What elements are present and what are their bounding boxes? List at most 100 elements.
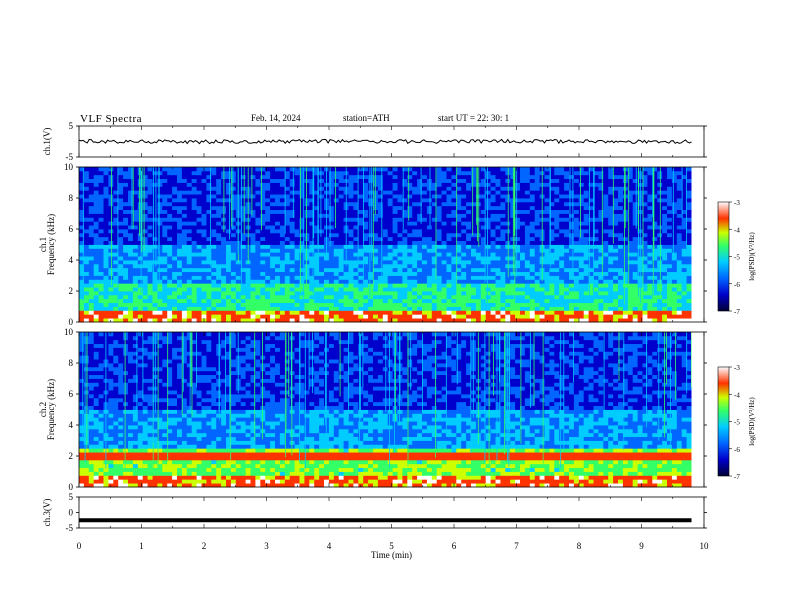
spectrogram-cell [260, 318, 266, 323]
spectrogram-cell [284, 178, 291, 183]
spectrogram-cell [137, 240, 144, 245]
spectrogram-cell [128, 205, 134, 211]
spectrogram-cell [436, 194, 442, 199]
spectrogram-cell [221, 267, 227, 273]
spectrogram-cell [642, 186, 648, 191]
spectrogram-cell [255, 240, 261, 245]
spectrogram-cell [471, 225, 477, 230]
spectrogram-cell [88, 236, 95, 242]
spectrogram-cell [588, 291, 594, 296]
spectrogram-cell [387, 240, 393, 245]
spectrogram-cell [216, 225, 222, 230]
spectrogram-cell [113, 170, 119, 176]
spectrogram-cell [593, 240, 599, 245]
spectrogram-cell [446, 240, 452, 245]
spectrogram-cell [221, 256, 227, 261]
spectrogram-cell [221, 318, 227, 323]
spectrogram-cell [167, 267, 173, 273]
spectrogram-cell [431, 178, 438, 183]
spectrogram-cell [402, 279, 408, 284]
spectrogram-cell [613, 260, 619, 265]
spectrogram-cell [569, 229, 575, 234]
spectrogram-cell [226, 213, 232, 218]
spectrogram-cell [578, 178, 585, 183]
spectrogram-cell [181, 240, 188, 245]
spectrogram-cell [343, 302, 349, 307]
spectrogram-cell [417, 232, 423, 238]
spectrogram-cell [98, 167, 104, 172]
spectrogram-cell [142, 291, 148, 296]
spectrogram-cell [466, 256, 472, 261]
spectrogram-cell [598, 229, 604, 234]
spectrogram-cell [260, 279, 266, 284]
spectrogram-cell [593, 201, 599, 207]
spectrogram-cell [412, 194, 418, 199]
spectrogram-cell [642, 263, 648, 269]
spectrogram-cell [475, 318, 482, 323]
spectrogram-cell [471, 190, 477, 195]
spectrogram-cell [177, 283, 183, 288]
spectrogram-cell [549, 205, 555, 211]
spectrogram-cell [113, 248, 119, 253]
spectrogram-cell [461, 279, 467, 284]
spectrogram-cell [299, 229, 305, 234]
spectrogram-cell [485, 240, 491, 245]
spectrogram-cell [284, 263, 291, 269]
spectrogram-cell [348, 217, 354, 222]
spectrogram-cell [152, 271, 158, 276]
spectrogram-cell [642, 318, 648, 323]
spectrogram-cell [157, 217, 163, 222]
spectrogram-cell [544, 310, 550, 315]
spectrogram-cell [93, 201, 99, 207]
spectrogram-cell [216, 209, 222, 214]
spectrogram-cell [211, 306, 217, 311]
spectrogram-cell [333, 174, 340, 180]
spectrogram-cell [613, 236, 619, 242]
spectrogram-cell [549, 217, 555, 222]
spectrogram-cell [123, 294, 129, 300]
spectrogram-cell [88, 298, 95, 304]
spectrogram-cell [377, 271, 384, 276]
spectrogram-cell [613, 182, 619, 187]
spectrogram-cell [441, 236, 447, 242]
spectrogram-cell [578, 302, 585, 307]
spectrogram-cell [348, 178, 354, 183]
spectrogram-cell [642, 283, 648, 288]
spectrogram-cell [681, 174, 687, 180]
spectrogram-cell [382, 244, 389, 249]
spectrogram-cell [147, 256, 153, 261]
spectrogram-cell [426, 201, 433, 207]
spectrogram-cell [671, 190, 678, 195]
spectrogram-cell [343, 306, 349, 311]
spectrogram-cell [564, 225, 570, 230]
spectrogram-cell [373, 232, 379, 238]
spectrogram-cell [632, 229, 638, 234]
spectrogram-cell [93, 275, 99, 280]
spectrogram-cell [515, 232, 521, 238]
spectrogram-cell [554, 213, 560, 218]
spectrogram-cell [255, 217, 261, 222]
spectrogram-cell [520, 186, 526, 191]
spectrogram-cell [500, 198, 506, 203]
spectrogram-cell [627, 260, 634, 265]
spectrogram-cell [520, 302, 526, 307]
spectrogram-cell [642, 209, 648, 214]
spectrogram-cell [564, 190, 570, 195]
spectrogram-cell [632, 170, 638, 176]
spectrogram-cell [544, 271, 550, 276]
spectrogram-cell [368, 205, 374, 211]
spectrogram-cell [662, 186, 668, 191]
spectrogram-cell [407, 260, 413, 265]
spectrogram-cell [671, 232, 678, 238]
spectrogram-cell [544, 229, 550, 234]
spectrogram-cell [216, 217, 222, 222]
spectrogram-cell [397, 221, 403, 226]
spectrogram-cell [510, 248, 516, 253]
spectrogram-cell [583, 263, 589, 269]
spectrogram-cell [382, 186, 389, 191]
spectrogram-cell [495, 279, 501, 284]
spectrogram-cell [137, 275, 144, 280]
spectrogram-cell [93, 287, 99, 292]
spectrogram-cell [279, 209, 286, 214]
spectrogram-cell [554, 314, 560, 319]
